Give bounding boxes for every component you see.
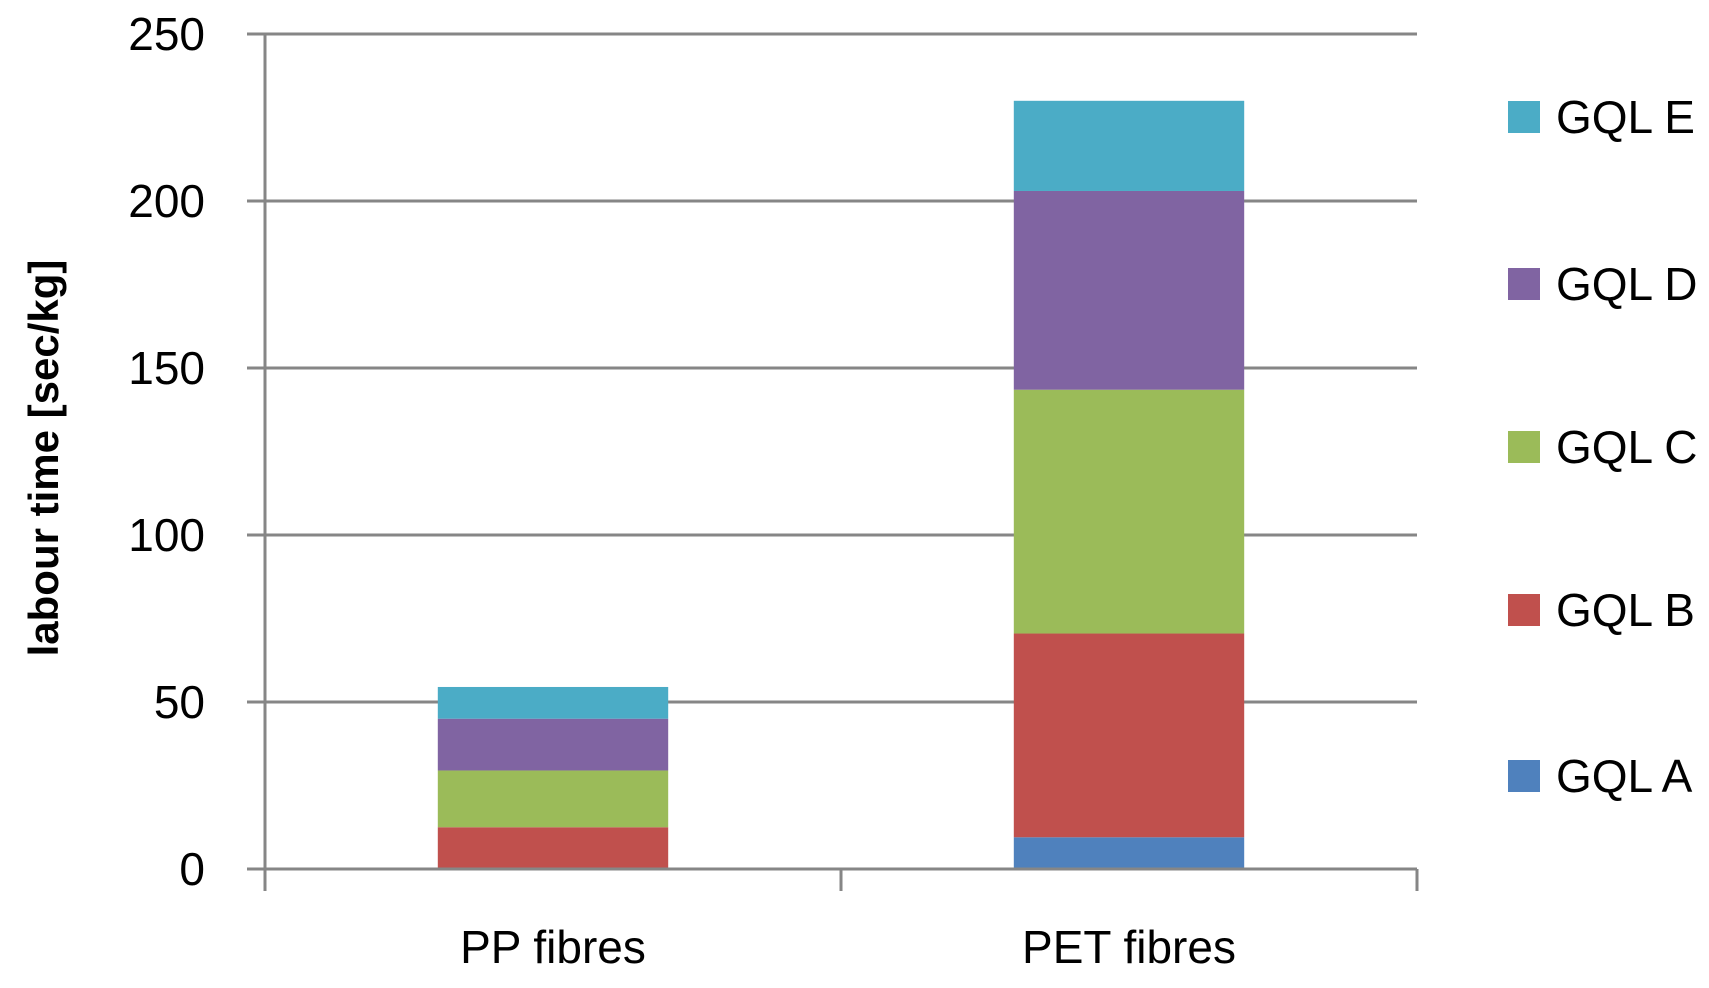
legend-swatch xyxy=(1508,760,1540,792)
legend-label: GQL E xyxy=(1556,91,1695,143)
y-tick-label: 250 xyxy=(128,8,205,60)
y-axis-title: labour time [sec/kg] xyxy=(20,260,67,657)
legend-label: GQL A xyxy=(1556,750,1693,802)
legend-swatch xyxy=(1508,268,1540,300)
y-tick-labels: 0 50 100 150 200 250 xyxy=(128,8,205,895)
legend-label: GQL D xyxy=(1556,258,1697,310)
x-category-label: PET fibres xyxy=(1022,921,1236,973)
legend-swatch xyxy=(1508,594,1540,626)
y-tick-label: 50 xyxy=(154,676,205,728)
bar-segment-gql-d xyxy=(1013,190,1245,390)
bar-segment-gql-c xyxy=(437,770,669,828)
axes xyxy=(247,32,1419,891)
bar-segment-gql-a xyxy=(1013,837,1245,869)
bar-segment-gql-e xyxy=(1013,100,1245,191)
legend-label: GQL C xyxy=(1556,421,1697,473)
bar-segment-gql-c xyxy=(1013,389,1245,634)
x-category-label: PP fibres xyxy=(460,921,646,973)
bar-segment-gql-b xyxy=(437,827,669,869)
bar-segment-gql-b xyxy=(1013,633,1245,838)
bar-segment-gql-d xyxy=(437,718,669,771)
legend-swatch xyxy=(1508,101,1540,133)
y-tick-label: 200 xyxy=(128,175,205,227)
legend: GQL E GQL D GQL C GQL B GQL A xyxy=(1508,91,1697,802)
legend-label: GQL B xyxy=(1556,584,1695,636)
legend-swatch xyxy=(1508,431,1540,463)
x-category-labels: PP fibres PET fibres xyxy=(460,921,1236,973)
y-tick-label: 100 xyxy=(128,509,205,561)
bars xyxy=(437,100,1245,869)
y-tick-label: 0 xyxy=(179,843,205,895)
y-tick-label: 150 xyxy=(128,342,205,394)
bar-segment-gql-e xyxy=(437,686,669,719)
